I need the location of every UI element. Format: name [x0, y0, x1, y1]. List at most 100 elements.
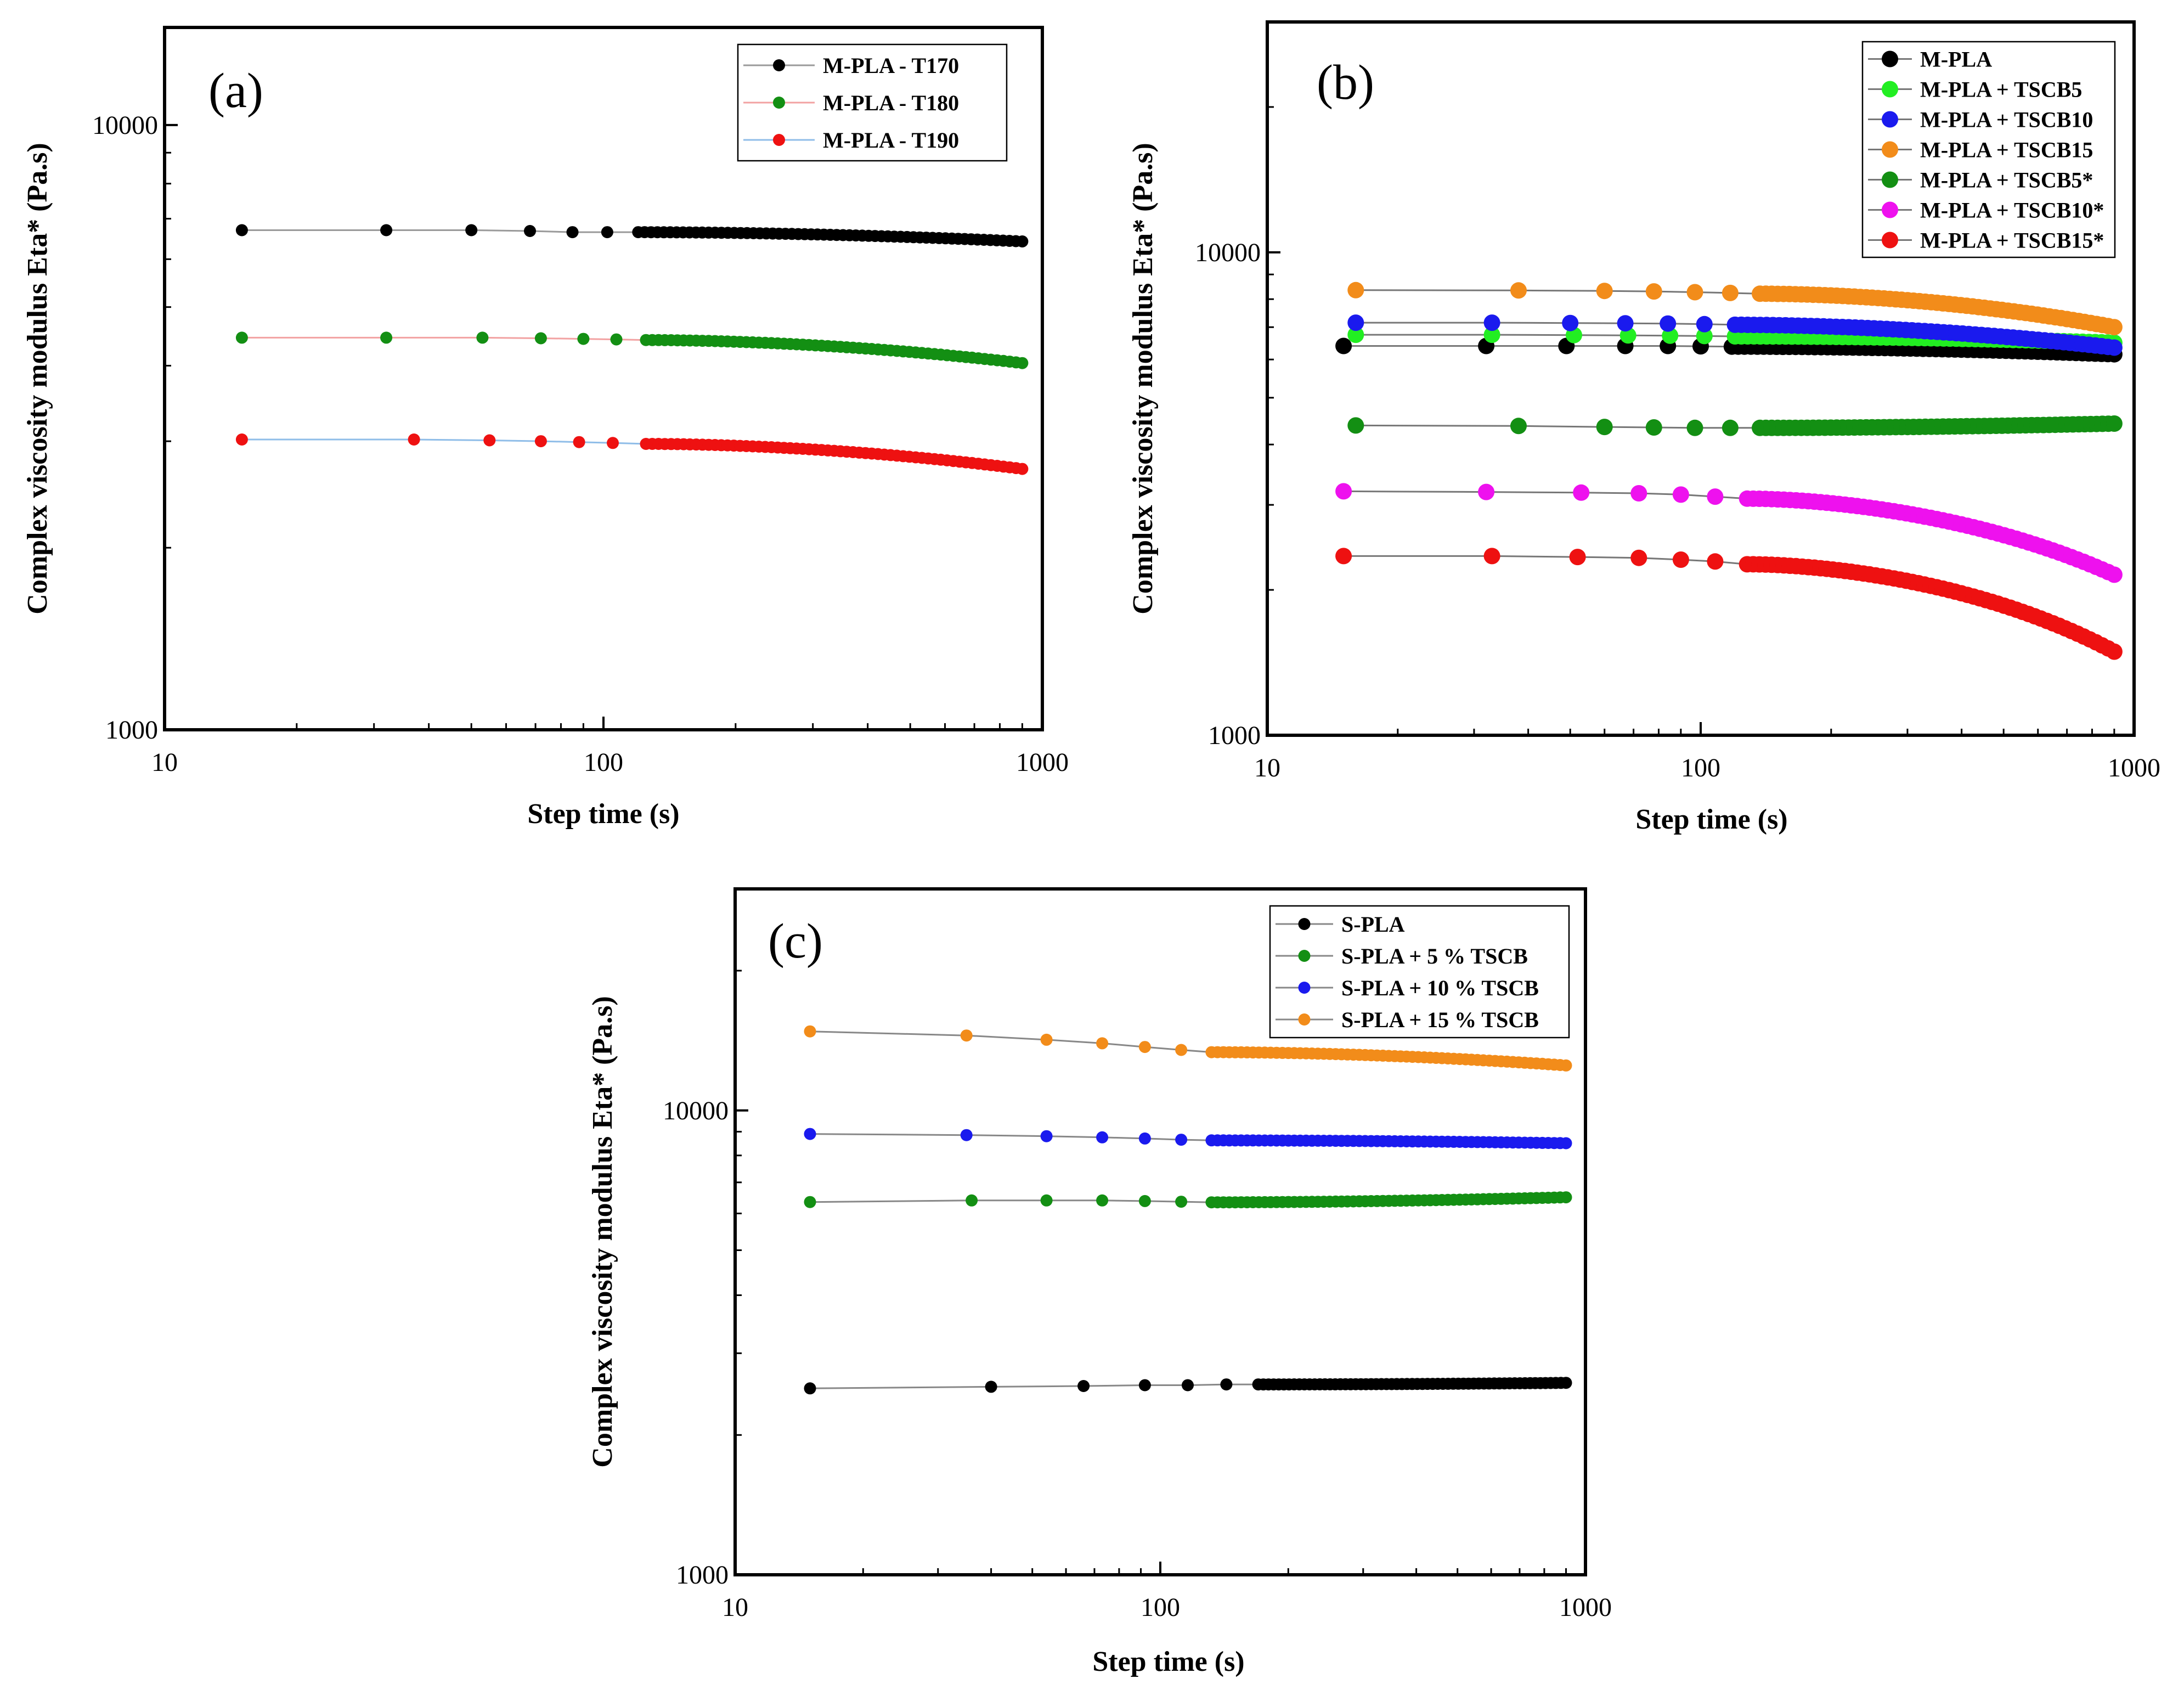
data-point: [607, 437, 619, 449]
plot-a-axes: 10 100 1000 1000 10000: [92, 111, 1069, 777]
data-point: [1347, 326, 1364, 343]
data-point: [1696, 328, 1713, 345]
data-point: [1220, 1378, 1233, 1391]
data-point: [960, 1129, 973, 1141]
panel-b-label: (b): [1317, 55, 1374, 110]
data-point: [235, 433, 248, 446]
legend-label: M-PLA + TSCB15*: [1920, 228, 2104, 253]
data-point: [1630, 485, 1647, 502]
legend-marker: [1298, 918, 1311, 930]
data-point: [804, 1382, 816, 1395]
data-point: [1483, 548, 1500, 565]
data-point: [1630, 549, 1647, 566]
data-point: [1560, 1191, 1572, 1204]
data-point: [1077, 1380, 1090, 1392]
data-point: [1138, 1132, 1151, 1145]
plot-b-data: [1335, 281, 2123, 660]
legend-marker: [773, 97, 785, 109]
data-point: [2106, 415, 2123, 432]
data-point: [1660, 315, 1677, 332]
data-point: [1138, 1041, 1151, 1054]
x-tick-label: 10: [722, 1593, 748, 1622]
data-point: [1335, 483, 1352, 500]
plot-b-ylabel: Complex viscosity modulus Eta* (Pa.s): [1127, 143, 1159, 614]
data-point: [524, 225, 536, 237]
plot-c-legend: S-PLA S-PLA + 5 % TSCB S-PLA + 10 % TSCB S-…: [1269, 905, 1570, 1039]
data-point: [610, 333, 623, 346]
data-point: [1016, 463, 1029, 475]
data-point: [1096, 1194, 1109, 1207]
data-point: [380, 224, 393, 236]
legend-label: M-PLA - T180: [823, 91, 959, 115]
legend-box: [737, 43, 1008, 162]
data-point: [1645, 283, 1662, 300]
data-point: [1696, 316, 1713, 333]
data-point: [1138, 1379, 1151, 1392]
data-point: [966, 1194, 978, 1207]
panel-c-label: (c): [768, 914, 823, 968]
data-point: [1347, 417, 1364, 434]
y-tick-label: 10000: [92, 111, 158, 140]
data-point: [1707, 488, 1724, 505]
y-tick-label: 1000: [1208, 721, 1261, 750]
data-point: [2106, 319, 2123, 336]
data-point: [1722, 284, 1739, 301]
plot-a-xlabel: Step time (s): [527, 798, 679, 830]
legend-marker: [1882, 232, 1898, 249]
legend-label: M-PLA + TSCB5: [1920, 77, 2082, 102]
plot-b-xlabel: Step time (s): [1635, 804, 1787, 835]
legend-label: S-PLA + 5 % TSCB: [1341, 944, 1528, 968]
plot-a-data: [235, 224, 1029, 475]
plot-b-axes: 10 100 1000 1000 10000: [1195, 106, 2160, 782]
panel-a: 10 100 1000 1000 10000 (a) Step time (s) Com…: [22, 26, 1069, 830]
data-point: [960, 1029, 973, 1042]
legend-marker: [1298, 950, 1311, 962]
x-tick-label: 1000: [1016, 748, 1069, 777]
x-tick-label: 100: [584, 748, 623, 777]
data-point: [1560, 1377, 1572, 1389]
data-point: [1347, 314, 1364, 331]
data-point: [235, 331, 248, 344]
legend-label: M-PLA + TSCB15: [1920, 138, 2093, 162]
data-point: [1040, 1194, 1053, 1207]
legend-marker: [773, 59, 785, 71]
data-point: [534, 332, 547, 345]
data-point: [1096, 1131, 1109, 1143]
data-point: [408, 433, 420, 446]
data-point: [1562, 314, 1579, 331]
data-point: [1662, 327, 1679, 344]
data-point: [1483, 314, 1500, 331]
x-tick-label: 100: [1141, 1593, 1180, 1622]
data-point: [1182, 1379, 1194, 1392]
data-point: [1560, 1059, 1572, 1072]
data-point: [1510, 418, 1527, 435]
legend-label: M-PLA + TSCB10*: [1920, 198, 2104, 223]
y-tick-label: 1000: [676, 1561, 729, 1590]
plot-b-legend: M-PLA M-PLA + TSCB5 M-PLA + TSCB10 M-PLA + …: [1861, 41, 2116, 258]
legend-marker: [1882, 141, 1898, 158]
data-point: [1347, 281, 1364, 298]
data-point: [1707, 553, 1724, 570]
data-point: [566, 226, 579, 239]
data-point: [235, 224, 248, 236]
data-point: [577, 333, 590, 345]
data-point: [985, 1381, 997, 1393]
data-point: [1672, 486, 1689, 503]
plot-c-ylabel: Complex viscosity modulus Eta* (Pa.s): [587, 996, 618, 1467]
legend-marker: [1882, 201, 1898, 218]
data-point: [1569, 549, 1586, 566]
data-point: [380, 331, 393, 344]
data-point: [1040, 1033, 1053, 1046]
legend-label: S-PLA: [1341, 912, 1405, 937]
data-point: [1016, 235, 1029, 247]
y-tick-label: 10000: [663, 1096, 729, 1125]
legend-label: S-PLA + 15 % TSCB: [1341, 1007, 1539, 1032]
data-point: [1483, 326, 1500, 343]
plot-c-xlabel: Step time (s): [1092, 1646, 1244, 1677]
data-point: [1096, 1037, 1109, 1050]
y-tick-label: 10000: [1195, 238, 1261, 267]
data-point: [2106, 643, 2123, 660]
data-point: [1040, 1130, 1053, 1142]
legend-marker: [1298, 982, 1311, 994]
